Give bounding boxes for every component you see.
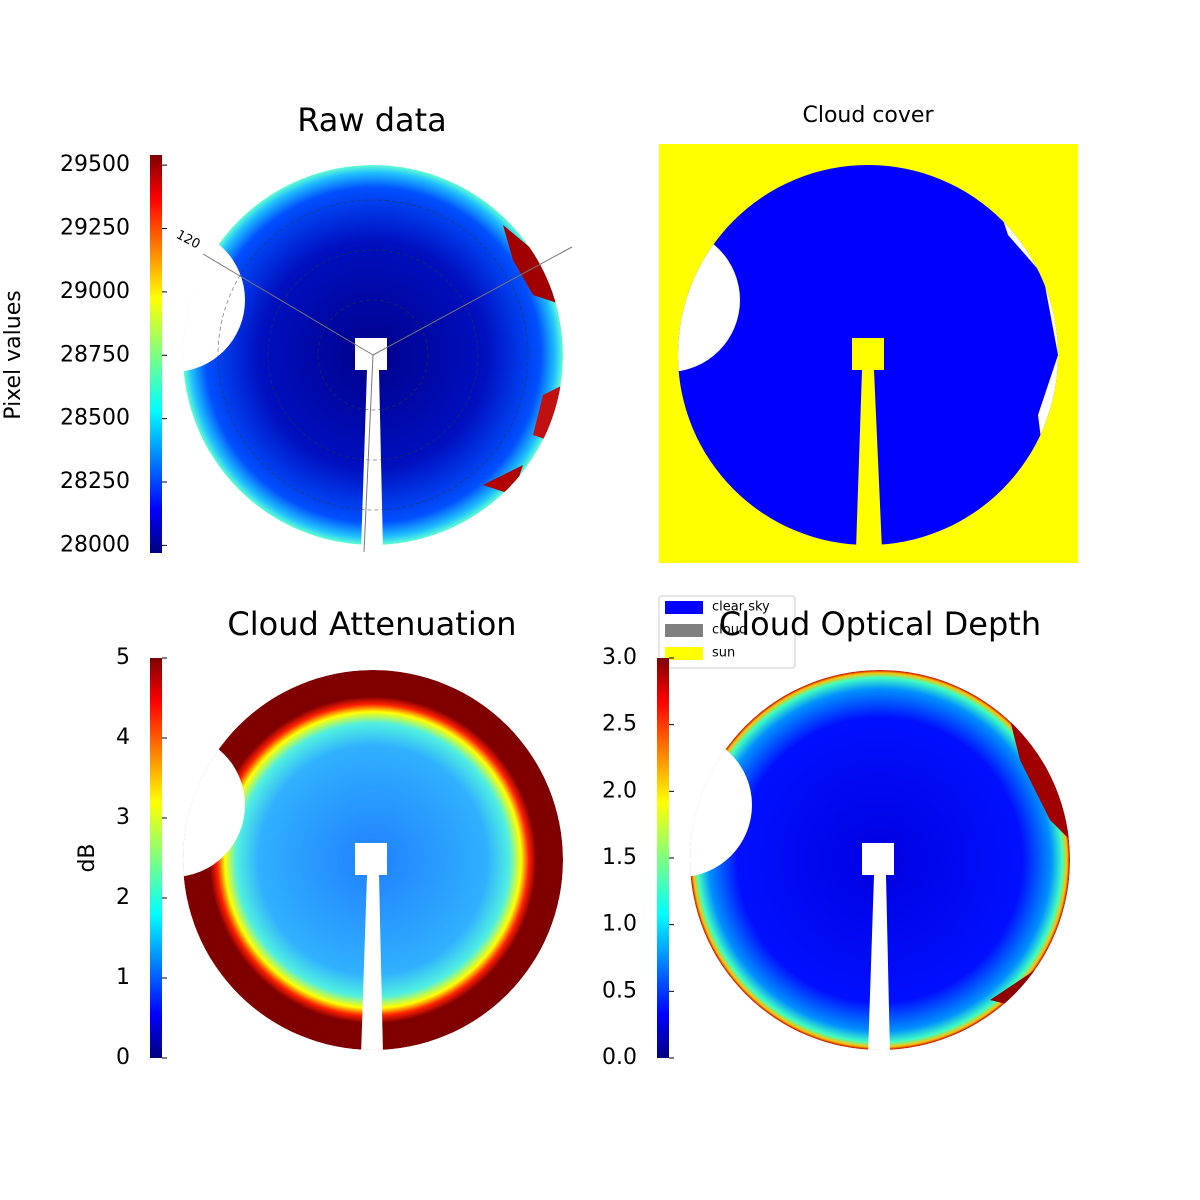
colorbar-label: Pixel values bbox=[1, 290, 26, 419]
panel-title: Cloud Attenuation bbox=[227, 605, 516, 643]
colorbar-tick-label: 0.0 bbox=[602, 1045, 637, 1070]
optical-depth-image bbox=[690, 670, 1070, 1050]
colorbar-label: dB bbox=[75, 843, 100, 872]
azimuth-label: 120 bbox=[174, 228, 203, 253]
colorbar bbox=[150, 658, 162, 1058]
colorbar-tick-label: 28750 bbox=[60, 342, 130, 367]
colorbar bbox=[150, 155, 162, 553]
legend-swatch bbox=[665, 601, 703, 614]
colorbar-tick-label: 28250 bbox=[60, 469, 130, 494]
colorbar-tick-label: 2.0 bbox=[602, 778, 637, 803]
colorbar-tick-label: 29250 bbox=[60, 216, 130, 241]
legend-swatch bbox=[665, 647, 703, 660]
legend-swatch bbox=[665, 624, 703, 637]
colorbar-tick-label: 2.5 bbox=[602, 712, 637, 737]
cloud-cover-image bbox=[659, 144, 1078, 563]
panel-title: Cloud cover bbox=[803, 103, 935, 128]
colorbar-tick-label: 5 bbox=[116, 645, 130, 670]
legend-label: clear sky bbox=[712, 600, 770, 615]
raw-image bbox=[183, 165, 563, 545]
colorbar-tick-label: 1.5 bbox=[602, 845, 637, 870]
attenuation-image bbox=[183, 670, 563, 1050]
colorbar-tick-label: 1.0 bbox=[602, 912, 637, 937]
colorbar-tick-label: 28000 bbox=[60, 532, 130, 557]
azimuth-lines bbox=[202, 246, 573, 553]
colorbar-tick-label: 2 bbox=[116, 885, 130, 910]
panel-title: Cloud Optical Depth bbox=[719, 605, 1041, 643]
colorbar-tick-label: 0.5 bbox=[602, 978, 637, 1003]
legend-label: cloud bbox=[712, 623, 747, 638]
colorbar-tick-label: 3 bbox=[116, 805, 130, 830]
polar-grid bbox=[217, 199, 529, 511]
panel-title: Raw data bbox=[297, 101, 447, 139]
legend-label: sun bbox=[712, 646, 735, 661]
colorbar-tick-label: 4 bbox=[116, 725, 130, 750]
colorbar-tick-label: 3.0 bbox=[602, 645, 637, 670]
colorbar bbox=[657, 658, 669, 1058]
colorbar-tick-label: 1 bbox=[116, 965, 130, 990]
colorbar-tick-label: 29000 bbox=[60, 279, 130, 304]
colorbar-tick-label: 0 bbox=[116, 1045, 130, 1070]
colorbar-tick-label: 29500 bbox=[60, 152, 130, 177]
colorbar-tick-label: 28500 bbox=[60, 406, 130, 431]
